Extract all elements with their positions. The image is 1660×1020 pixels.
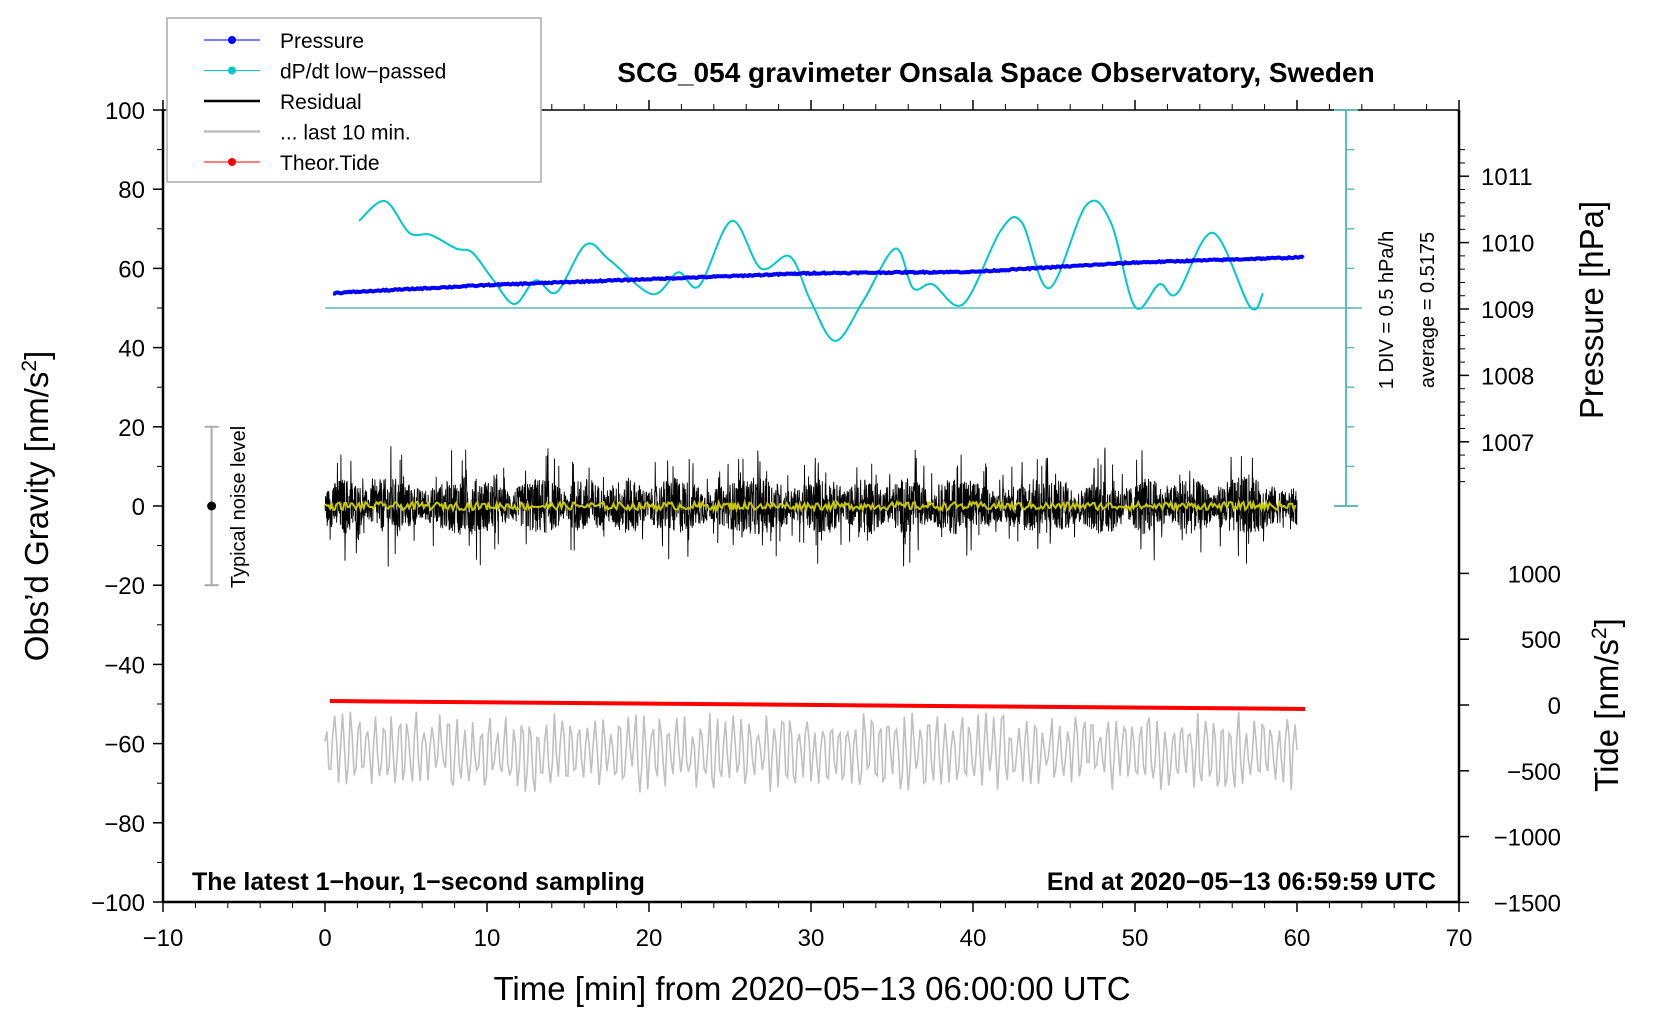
legend-label: dP/dt low−passed bbox=[280, 61, 446, 84]
x-tick-label: 30 bbox=[798, 925, 825, 952]
y-tick-label: −40 bbox=[104, 652, 145, 679]
legend-label: Theor.Tide bbox=[280, 152, 380, 175]
annotation-div: 1 DIV = 0.5 hPa/h bbox=[1376, 231, 1398, 389]
tide-axis-label-main: Tide [nm/s bbox=[1588, 639, 1625, 792]
x-tick-label: −10 bbox=[143, 925, 184, 952]
legend-item: ... last 10 min. bbox=[204, 122, 411, 145]
last-10-min-line bbox=[324, 711, 1298, 793]
residual-line bbox=[324, 446, 1298, 567]
y-tick-label: −100 bbox=[91, 890, 145, 917]
legend-marker bbox=[228, 36, 236, 44]
tide-tick-label: −1500 bbox=[1494, 890, 1561, 917]
x-tick-label: 0 bbox=[318, 925, 331, 952]
annotation-average: average = 0.5175 bbox=[1417, 232, 1439, 388]
x-tick-label: 50 bbox=[1122, 925, 1149, 952]
y-tick-label: 0 bbox=[132, 494, 145, 521]
annotation-noise-level: Typical noise level bbox=[228, 426, 250, 588]
y-tick-label: 60 bbox=[118, 256, 145, 283]
legend-marker bbox=[228, 158, 236, 166]
tide-axis-label-sup: 2 bbox=[1588, 627, 1611, 639]
x-axis-label: Time [min] from 2020−05−13 06:00:00 UTC bbox=[493, 970, 1130, 1007]
x-tick-label: 70 bbox=[1446, 925, 1473, 952]
tide-tick-label: 500 bbox=[1521, 627, 1561, 654]
annotation-end-time: End at 2020−05−13 06:59:59 UTC bbox=[1047, 868, 1436, 896]
x-tick-label: 10 bbox=[474, 925, 501, 952]
legend-item: dP/dt low−passed bbox=[204, 61, 446, 84]
tide-tick-label: −1000 bbox=[1494, 825, 1561, 852]
y-tick-label: −20 bbox=[104, 573, 145, 600]
y-tick-label: 40 bbox=[118, 336, 145, 363]
pressure-tick-label: 1009 bbox=[1481, 297, 1534, 324]
x-tick-label: 40 bbox=[960, 925, 987, 952]
pressure-tick-label: 1010 bbox=[1481, 231, 1534, 258]
y-tick-label: −60 bbox=[104, 732, 145, 759]
tide-axis-label-end: ] bbox=[1588, 618, 1625, 627]
legend-marker bbox=[228, 66, 236, 75]
pressure-tick-label: 1007 bbox=[1481, 430, 1534, 457]
tide-tick-label: −500 bbox=[1507, 759, 1561, 786]
legend-item: Theor.Tide bbox=[204, 152, 380, 175]
legend-item: Pressure bbox=[204, 30, 364, 53]
tide-tick-label: 0 bbox=[1548, 693, 1561, 720]
legend: Pressure dP/dt low−passed Residual ... last… bbox=[166, 17, 542, 183]
y-axis-label: Obs’d Gravity [nm/s2] bbox=[18, 351, 55, 662]
x-tick-label: 60 bbox=[1284, 925, 1311, 952]
dpdt-line bbox=[358, 199, 1264, 342]
chart-title: SCG_054 gravimeter Onsala Space Observat… bbox=[617, 57, 1374, 88]
y-tick-label: 20 bbox=[118, 415, 145, 442]
pressure-tick-label: 1008 bbox=[1481, 363, 1534, 390]
y-tick-label: 80 bbox=[118, 177, 145, 204]
y-axis-label-main: Obs’d Gravity [nm/s bbox=[18, 372, 55, 662]
theor-tide-line bbox=[329, 699, 1306, 711]
pressure-axis-label: Pressure [hPa] bbox=[1573, 201, 1610, 419]
series-layer bbox=[204, 199, 1362, 793]
legend-label: Residual bbox=[280, 91, 362, 114]
tide-tick-label: 1000 bbox=[1508, 561, 1561, 588]
y-tick-label: −80 bbox=[104, 811, 145, 838]
tide-axis-label: Tide [nm/s2] bbox=[1588, 618, 1625, 792]
legend-label: ... last 10 min. bbox=[280, 122, 411, 145]
legend-item: Residual bbox=[204, 91, 362, 114]
pressure-tick-label: 1011 bbox=[1481, 164, 1533, 191]
axes: −10 0 10 20 30 40 50 60 70100806040200−20−40−60−… bbox=[91, 98, 1561, 952]
noise-level-dot bbox=[207, 501, 217, 511]
pressure-line bbox=[332, 254, 1305, 296]
y-tick-label: 100 bbox=[105, 98, 145, 125]
legend-label: Pressure bbox=[280, 30, 364, 53]
y-axis-label-end: ] bbox=[18, 351, 55, 360]
residual-smoothed-line bbox=[324, 498, 1297, 514]
x-tick-label: 20 bbox=[636, 925, 663, 952]
annotation-sampling: The latest 1−hour, 1−second sampling bbox=[192, 868, 645, 896]
y-axis-label-sup: 2 bbox=[18, 360, 41, 372]
